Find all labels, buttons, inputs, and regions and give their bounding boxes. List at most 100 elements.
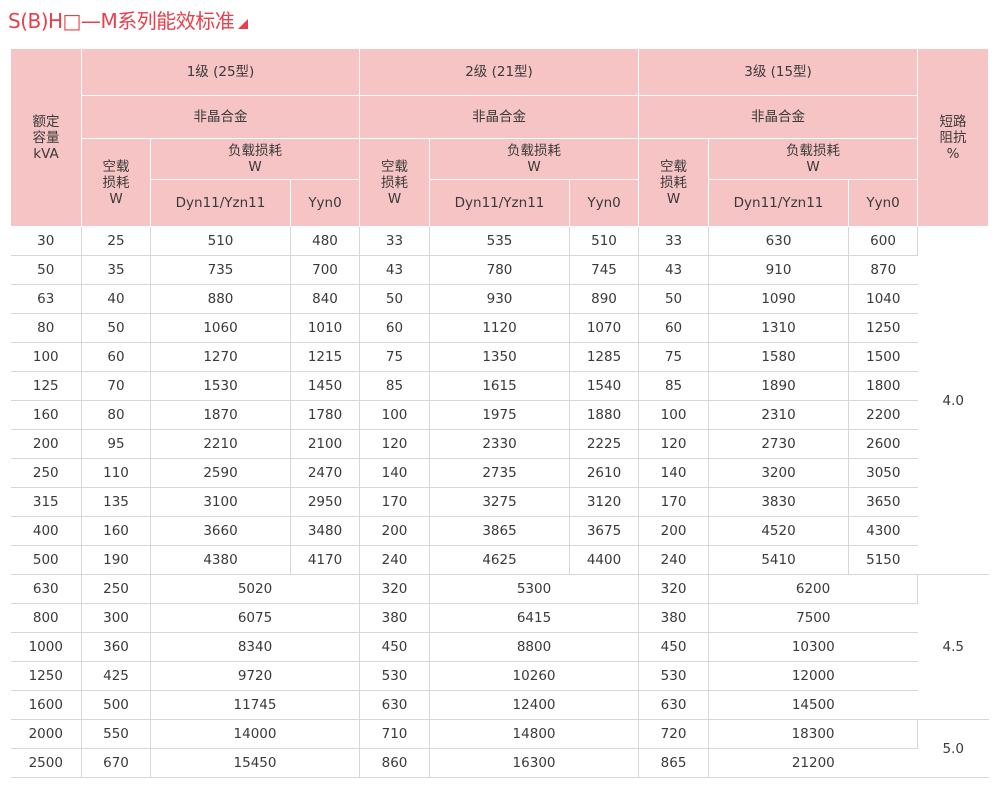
load-loss-header: 负载损耗 W bbox=[149, 138, 361, 180]
table-cell: 510 bbox=[150, 226, 291, 256]
table-cell: 3120 bbox=[569, 487, 640, 517]
table-cell: 1350 bbox=[429, 342, 571, 372]
table-cell: 10260 bbox=[429, 661, 640, 691]
table-cell: 870 bbox=[848, 255, 918, 285]
table-cell: 1310 bbox=[708, 313, 850, 343]
table-cell: 2000 bbox=[10, 719, 82, 749]
table-cell: 1070 bbox=[569, 313, 640, 343]
table-cell: 33 bbox=[638, 226, 710, 256]
table-cell: 380 bbox=[638, 603, 710, 633]
table-cell: 140 bbox=[638, 458, 710, 488]
table-cell: 6200 bbox=[708, 574, 919, 604]
table-row: 125 70 1530 1450 85 1615 1540 85 1890 1800 bbox=[10, 371, 989, 401]
load-loss-header: 负载损耗 W bbox=[708, 138, 919, 180]
no-load-loss-header: 空载 损耗 W bbox=[359, 138, 431, 227]
table-row: 63 40 880 840 50 930 890 50 1090 1040 bbox=[10, 284, 989, 314]
table-cell: 25 bbox=[81, 226, 151, 256]
table-cell: 720 bbox=[638, 719, 710, 749]
table-cell: 85 bbox=[638, 371, 710, 401]
impedance-value: 4.5 bbox=[917, 574, 989, 720]
table-cell: 530 bbox=[638, 661, 710, 691]
table-cell: 30 bbox=[10, 226, 82, 256]
table-cell: 120 bbox=[359, 429, 431, 459]
table-cell: 75 bbox=[359, 342, 431, 372]
table-cell: 300 bbox=[81, 603, 151, 633]
table-cell: 1780 bbox=[290, 400, 361, 430]
table-cell: 200 bbox=[638, 516, 710, 546]
table-cell: 95 bbox=[81, 429, 151, 459]
table-cell: 80 bbox=[10, 313, 82, 343]
table-cell: 630 bbox=[359, 690, 431, 720]
table-cell: 700 bbox=[290, 255, 361, 285]
table-cell: 2210 bbox=[150, 429, 291, 459]
table-row: 400 160 3660 3480 200 3865 3675 200 4520 4300 bbox=[10, 516, 989, 546]
table-cell: 140 bbox=[359, 458, 431, 488]
table-cell: 1580 bbox=[708, 342, 850, 372]
table-cell: 12000 bbox=[708, 661, 918, 691]
table-cell: 1540 bbox=[569, 371, 640, 401]
table-cell: 710 bbox=[359, 719, 431, 749]
table-cell: 3660 bbox=[150, 516, 291, 546]
table-cell: 2730 bbox=[708, 429, 850, 459]
dyn-header: Dyn11/Yzn11 bbox=[150, 179, 291, 227]
impedance-value: 5.0 bbox=[917, 719, 989, 778]
table-cell: 735 bbox=[150, 255, 291, 285]
table-cell: 240 bbox=[359, 545, 431, 575]
table-cell: 1880 bbox=[569, 400, 640, 430]
no-load-loss-header: 空载 损耗 W bbox=[638, 138, 710, 227]
table-cell: 60 bbox=[81, 342, 151, 372]
table-cell: 21200 bbox=[708, 748, 918, 778]
table-cell: 1000 bbox=[10, 632, 82, 662]
table-cell: 6415 bbox=[429, 603, 640, 633]
impedance-value: 4.0 bbox=[917, 226, 989, 575]
table-cell: 320 bbox=[359, 574, 431, 604]
table-cell: 50 bbox=[81, 313, 151, 343]
table-cell: 910 bbox=[708, 255, 850, 285]
table-cell: 530 bbox=[359, 661, 431, 691]
table-cell: 1060 bbox=[150, 313, 291, 343]
table-cell: 63 bbox=[10, 284, 82, 314]
table-cell: 890 bbox=[569, 284, 640, 314]
table-cell: 190 bbox=[81, 545, 151, 575]
table-cell: 930 bbox=[429, 284, 571, 314]
table-cell: 50 bbox=[359, 284, 431, 314]
table-cell: 380 bbox=[359, 603, 431, 633]
table-cell: 85 bbox=[359, 371, 431, 401]
table-cell: 860 bbox=[359, 748, 431, 778]
table-cell: 80 bbox=[81, 400, 151, 430]
table-cell: 100 bbox=[359, 400, 431, 430]
table-cell: 50 bbox=[10, 255, 82, 285]
yyn-header: Yyn0 bbox=[289, 179, 361, 227]
table-cell: 840 bbox=[290, 284, 361, 314]
table-cell: 10300 bbox=[708, 632, 918, 662]
material-header: 非晶合金 bbox=[638, 95, 919, 139]
table-cell: 360 bbox=[81, 632, 151, 662]
table-cell: 16300 bbox=[429, 748, 640, 778]
table-cell: 1530 bbox=[150, 371, 291, 401]
table-cell: 3100 bbox=[150, 487, 291, 517]
table-cell: 12400 bbox=[429, 690, 640, 720]
page-title: S(B)H□—M系列能效标准 bbox=[8, 8, 235, 33]
table-cell: 240 bbox=[638, 545, 710, 575]
table-cell: 1010 bbox=[290, 313, 361, 343]
table-cell: 400 bbox=[10, 516, 82, 546]
table-cell: 500 bbox=[10, 545, 82, 575]
table-cell: 1500 bbox=[848, 342, 918, 372]
table-cell: 2950 bbox=[290, 487, 361, 517]
material-header: 非晶合金 bbox=[80, 95, 361, 139]
table-cell: 1285 bbox=[569, 342, 640, 372]
table-cell: 425 bbox=[81, 661, 151, 691]
table-cell: 1250 bbox=[10, 661, 82, 691]
table-cell: 9720 bbox=[150, 661, 361, 691]
table-cell: 630 bbox=[10, 574, 82, 604]
table-cell: 315 bbox=[10, 487, 82, 517]
table-row: 630 250 5020 320 5300 320 6200 4.5 bbox=[10, 574, 989, 720]
yyn-header: Yyn0 bbox=[848, 179, 919, 227]
table-cell: 2610 bbox=[569, 458, 640, 488]
table-cell: 4625 bbox=[429, 545, 571, 575]
table-cell: 100 bbox=[638, 400, 710, 430]
table-cell: 15450 bbox=[150, 748, 361, 778]
table-cell: 320 bbox=[638, 574, 710, 604]
table-cell: 5150 bbox=[848, 545, 918, 575]
table-cell: 1800 bbox=[848, 371, 918, 401]
